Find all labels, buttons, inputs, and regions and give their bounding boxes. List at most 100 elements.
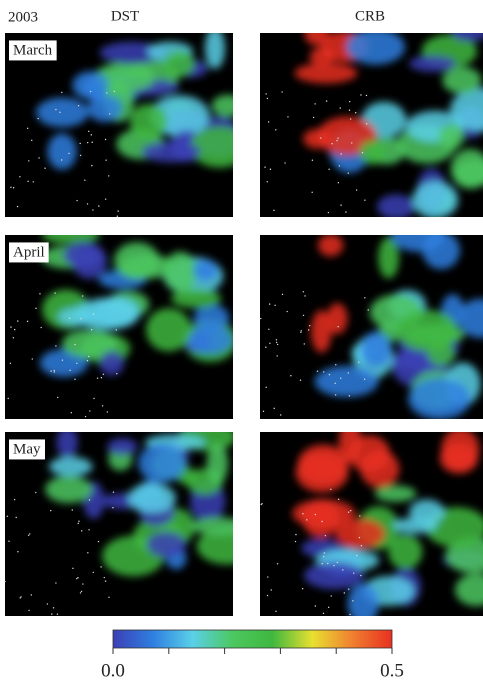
coast-dot — [68, 153, 69, 154]
coast-dot — [323, 613, 324, 614]
coast-dot — [102, 405, 103, 406]
coast-dot — [328, 607, 329, 608]
coast-dot — [61, 92, 62, 93]
coast-dot — [117, 210, 118, 211]
blob — [45, 476, 92, 504]
coast-dot — [55, 582, 56, 583]
coast-dot — [89, 499, 90, 500]
coast-dot — [368, 309, 369, 310]
coast-dot — [330, 595, 331, 596]
coast-dot — [280, 414, 281, 415]
coast-dot — [72, 509, 73, 510]
blob — [439, 124, 465, 149]
coast-dot — [31, 140, 32, 141]
coast-dot — [349, 101, 350, 102]
map-panels — [4, 23, 483, 624]
colorbar-ticks: 0.0 0.5 — [101, 648, 404, 681]
blob — [190, 126, 249, 167]
coast-dot — [335, 383, 336, 384]
coast-dot — [112, 507, 113, 508]
coast-dot — [269, 303, 270, 304]
coast-dot — [308, 329, 309, 330]
coast-dot — [349, 395, 350, 396]
coast-dot — [54, 292, 55, 293]
blob — [58, 307, 98, 326]
coast-dot — [72, 568, 73, 569]
coast-dot — [13, 337, 14, 338]
coast-dot — [277, 344, 278, 345]
coast-dot — [321, 521, 322, 522]
coast-dot — [340, 204, 341, 205]
coast-dot — [32, 358, 33, 359]
coast-dot — [100, 566, 101, 567]
coast-dot — [82, 295, 83, 296]
coast-dot — [329, 374, 330, 375]
blob — [442, 67, 481, 94]
coast-dot — [105, 198, 106, 199]
coast-dot — [57, 397, 58, 398]
coast-dot — [10, 363, 11, 364]
blob — [128, 483, 176, 513]
coast-dot — [78, 521, 79, 522]
blob — [88, 95, 123, 122]
coast-dot — [54, 371, 55, 372]
blob — [440, 444, 478, 474]
coast-dot — [8, 398, 9, 399]
coast-dot — [55, 109, 56, 110]
coast-dot — [274, 305, 275, 306]
coast-dot — [335, 364, 336, 365]
coast-dot — [261, 504, 262, 505]
map-panel — [260, 220, 483, 419]
blob — [295, 63, 358, 83]
coast-dot — [326, 100, 327, 101]
coast-dot — [98, 541, 99, 542]
coast-dot — [104, 577, 105, 578]
coast-dot — [366, 95, 367, 96]
coast-dot — [92, 209, 93, 210]
coast-dot — [85, 416, 86, 417]
coast-dot — [117, 216, 118, 217]
coast-dot — [350, 510, 351, 511]
coast-dot — [287, 311, 288, 312]
row-label: March — [13, 42, 53, 58]
coast-dot — [276, 355, 277, 356]
coast-dot — [87, 360, 88, 361]
blob — [360, 450, 399, 487]
coast-dot — [275, 129, 276, 130]
coast-dot — [76, 200, 77, 201]
coast-dot — [69, 370, 70, 371]
blob — [114, 242, 159, 279]
blob — [130, 104, 167, 140]
blob — [92, 296, 140, 328]
coast-dot — [16, 517, 17, 518]
coast-dot — [295, 534, 296, 535]
coast-dot — [89, 410, 90, 411]
blob — [393, 518, 438, 534]
coast-dot — [350, 118, 351, 119]
coast-dot — [281, 91, 282, 92]
coast-dot — [71, 412, 72, 413]
coast-dot — [340, 107, 341, 108]
blob — [146, 532, 186, 558]
coast-dot — [301, 330, 302, 331]
coast-dot — [87, 142, 88, 143]
coast-dot — [267, 595, 268, 596]
coast-dot — [267, 98, 268, 99]
coast-dot — [93, 313, 94, 314]
coast-dot — [62, 360, 63, 361]
coast-dot — [57, 613, 58, 614]
coast-dot — [8, 541, 9, 542]
coast-dot — [78, 523, 79, 524]
colorbar-tick-label: 0.0 — [101, 660, 125, 681]
coast-dot — [362, 152, 363, 153]
blob — [164, 50, 194, 76]
coast-dot — [108, 175, 109, 176]
coast-dot — [78, 105, 79, 106]
colorbar-tick-label: 0.5 — [380, 660, 404, 681]
coast-dot — [10, 326, 11, 327]
coast-dot — [260, 318, 261, 319]
blob — [397, 310, 457, 352]
coast-dot — [325, 535, 326, 536]
coast-dot — [28, 160, 29, 161]
coast-dot — [103, 374, 104, 375]
